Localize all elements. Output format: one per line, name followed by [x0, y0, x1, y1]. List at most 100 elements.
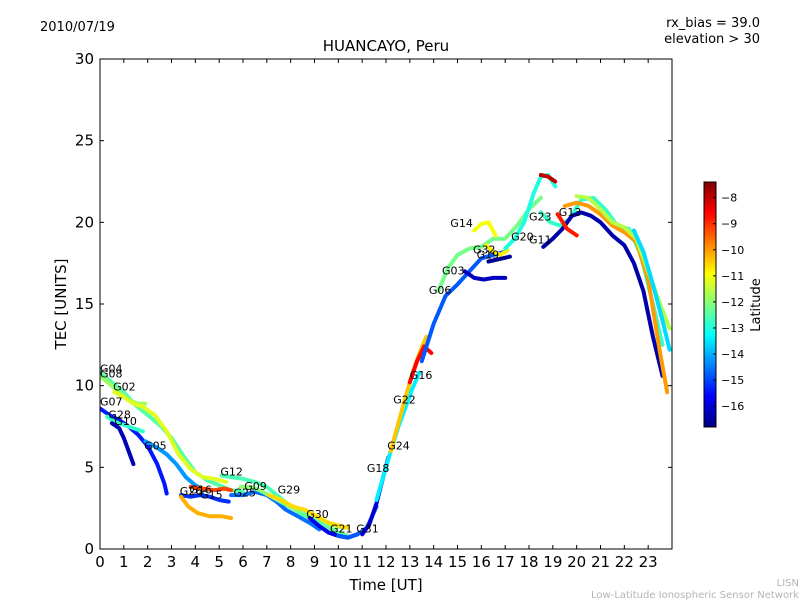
x-axis-label: Time [UT] — [348, 576, 422, 594]
satellite-label-g08: G08 — [100, 368, 123, 381]
series-g28 — [105, 414, 145, 434]
series-g14b — [472, 220, 498, 238]
y-tick-label: 0 — [84, 540, 94, 558]
x-tick-label: 14 — [424, 553, 443, 571]
series-g14 — [436, 195, 543, 293]
satellite-label-g32: G32 — [473, 243, 496, 256]
satellite-label-g18: G18 — [367, 462, 390, 475]
y-axis-ticks: 0 5 10 15 20 25 30 — [75, 50, 672, 558]
series-g24 — [374, 370, 422, 502]
series-g03 — [462, 269, 508, 282]
rx-bias-label: rx_bias = 39.0 — [666, 16, 760, 31]
series-g06 — [419, 249, 508, 364]
colorbar-tick-label: −12 — [721, 296, 744, 309]
colorbar-tick-label: −14 — [721, 348, 744, 361]
footer-network: Low-Latitude Ionospheric Sensor Network — [591, 590, 799, 600]
series-g20b — [538, 173, 558, 184]
y-tick-label: 15 — [75, 295, 94, 313]
series-g16e — [188, 484, 234, 493]
colorbar — [703, 181, 717, 428]
x-tick-label: 20 — [567, 553, 586, 571]
x-tick-label: 8 — [286, 553, 296, 571]
series-g11b — [555, 212, 579, 238]
x-tick-label: 11 — [353, 553, 372, 571]
y-tick-label: 20 — [75, 213, 94, 231]
y-tick-label: 30 — [75, 50, 94, 68]
satellite-label-g03: G03 — [442, 265, 465, 278]
satellite-label-g29: G29 — [278, 484, 301, 497]
date-label: 2010/07/19 — [40, 20, 115, 35]
x-tick-label: 22 — [615, 553, 634, 571]
x-tick-label: 0 — [95, 553, 105, 571]
colorbar-ticks: −8 −9 −10 −11 −12 −13 −14 −15 −16 — [713, 192, 744, 413]
y-tick-label: 25 — [75, 132, 94, 150]
chart-title: HUANCAYO, Peru — [323, 37, 449, 55]
satellite-label-g13: G13 — [559, 206, 582, 219]
x-tick-label: 5 — [214, 553, 224, 571]
x-tick-label: 18 — [519, 553, 538, 571]
series-g32 — [484, 243, 510, 257]
satellite-label-g07: G07 — [100, 395, 123, 408]
satellite-label-g31: G31 — [356, 523, 379, 536]
x-tick-label: 3 — [167, 553, 177, 571]
series-g13c — [631, 228, 672, 352]
colorbar-label: Latitude — [749, 278, 764, 332]
satellite-label-g06: G06 — [429, 284, 452, 297]
x-tick-label: 12 — [376, 553, 395, 571]
x-tick-label: 19 — [543, 553, 562, 571]
satellite-label-g28: G28 — [108, 408, 131, 421]
satellite-label-g05: G05 — [144, 439, 167, 452]
series-g29 — [267, 493, 350, 530]
x-tick-label: 15 — [448, 553, 467, 571]
x-tick-label: 21 — [591, 553, 610, 571]
x-axis-ticks: 0 1 2 3 4 5 6 7 8 9 10 11 12 13 14 15 16 17 18 19 20 21 22 23 — [95, 59, 658, 571]
colorbar-tick-label: −9 — [721, 218, 737, 231]
colorbar-tick-label: −13 — [721, 322, 744, 335]
x-tick-label: 2 — [143, 553, 153, 571]
satellite-label-g15: G15 — [200, 488, 223, 501]
satellite-label-g21: G21 — [330, 523, 353, 536]
series-g13 — [562, 200, 670, 395]
series-g15 — [179, 494, 234, 520]
satellite-label-g16: G16 — [410, 369, 433, 382]
series-g10 — [109, 421, 136, 467]
series-g05 — [143, 439, 207, 493]
x-tick-label: 17 — [496, 553, 515, 571]
satellite-label-g25: G25 — [234, 487, 257, 500]
series-g02 — [112, 390, 229, 484]
x-tick-label: 1 — [119, 553, 129, 571]
satellite-label-g10: G10 — [114, 415, 137, 428]
x-tick-label: 9 — [310, 553, 320, 571]
satellite-label-g20: G20 — [511, 230, 534, 243]
satellite-label-g12: G12 — [220, 466, 243, 479]
satellite-label-g26: G26 — [180, 485, 203, 498]
colorbar-tick-label: −11 — [721, 270, 744, 283]
colorbar-tick-label: −16 — [721, 400, 744, 413]
satellite-label-g16: G16 — [189, 484, 212, 497]
colorbar-tick-label: −10 — [721, 244, 744, 257]
x-tick-label: 7 — [262, 553, 272, 571]
footer-lisn: LISN — [777, 578, 799, 589]
x-tick-label: 6 — [238, 553, 248, 571]
y-tick-label: 5 — [84, 458, 94, 476]
satellite-label-g22: G22 — [393, 394, 416, 407]
series-g16 — [407, 344, 434, 385]
series-g07 — [100, 406, 169, 496]
series-g19 — [486, 254, 512, 264]
x-tick-label: 23 — [639, 553, 658, 571]
series-g26 — [179, 493, 231, 504]
satellite-label-g14: G14 — [450, 217, 473, 230]
colorbar-tick-label: −8 — [721, 192, 737, 205]
x-tick-label: 10 — [329, 553, 348, 571]
y-tick-label: 10 — [75, 377, 94, 395]
x-tick-label: 16 — [472, 553, 491, 571]
satellite-label-g04: G04 — [100, 363, 123, 376]
x-tick-label: 13 — [400, 553, 419, 571]
satellite-label-g11: G11 — [529, 234, 552, 247]
satellite-label-g30: G30 — [306, 508, 329, 521]
satellite-label-g24: G24 — [387, 439, 410, 452]
colorbar-tick-label: −15 — [721, 374, 744, 387]
series-layer — [100, 173, 672, 540]
